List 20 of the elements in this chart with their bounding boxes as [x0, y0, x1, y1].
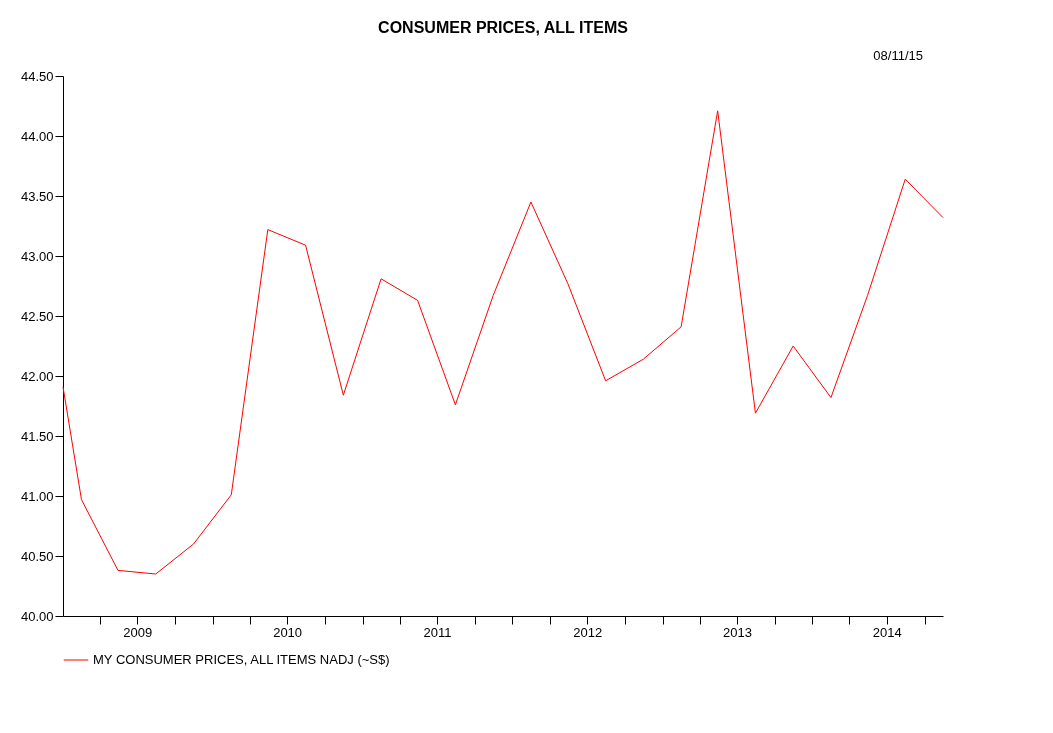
line-series [62, 110, 944, 575]
x-tick-label: 2013 [722, 624, 752, 640]
x-tick-label: 2009 [123, 624, 153, 640]
chart-title: CONSUMER PRICES, ALL ITEMS [378, 19, 629, 36]
x-tick-label: 2014 [872, 624, 902, 640]
text: 08/11/15 [873, 48, 923, 63]
y-tick-label: 41.50 [20, 428, 54, 444]
y-tick-label: 41.00 [20, 488, 54, 504]
y-tick-label: 42.50 [20, 308, 54, 324]
y-tick-label: 43.00 [20, 248, 54, 264]
y-tick-label: 44.50 [20, 68, 54, 84]
y-tick-label: 40.00 [20, 608, 54, 624]
y-tick-label: 42.00 [20, 368, 54, 384]
y-tick-label: 44.00 [20, 128, 54, 144]
y-tick-label: 40.50 [20, 548, 54, 564]
x-tick-label: 2011 [423, 624, 452, 640]
x-tick-label: 2010 [273, 624, 303, 640]
y-tick-label: 43.50 [20, 188, 54, 204]
legend-label: MY CONSUMER PRICES, ALL ITEMS NADJ (~S$) [93, 652, 390, 667]
x-tick-label: 2012 [573, 624, 603, 640]
